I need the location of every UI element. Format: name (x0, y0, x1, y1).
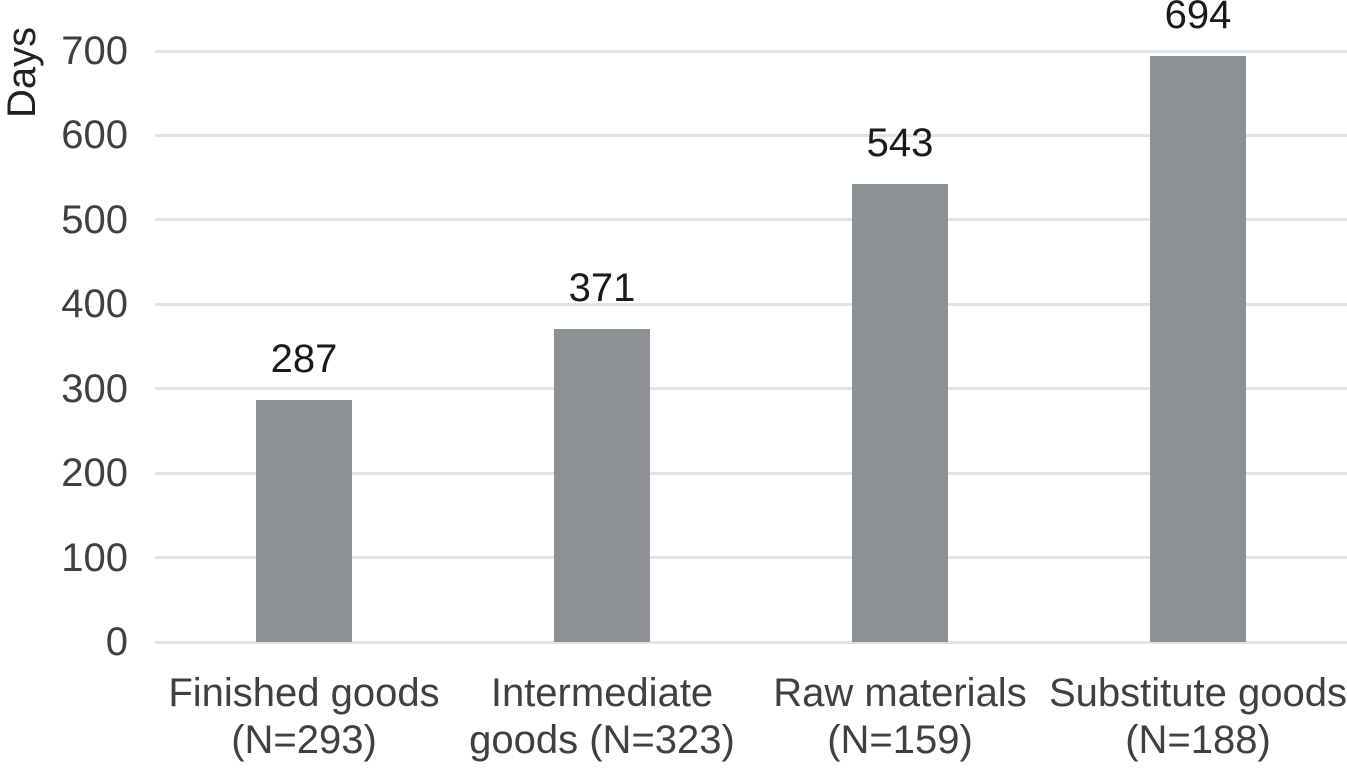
bar-value-label: 694 (1164, 0, 1232, 38)
y-axis-tick-label: 600 (61, 113, 128, 158)
y-axis-tick-label: 200 (61, 451, 128, 496)
y-axis-tick-label: 300 (61, 366, 128, 411)
x-axis-category-label: Finished goods (N=293) (168, 671, 440, 762)
gridline (155, 302, 1347, 306)
y-axis-tick-label: 0 (105, 620, 128, 664)
bar (256, 399, 352, 642)
y-axis-tick-label: 700 (61, 29, 128, 73)
gridline (155, 556, 1347, 560)
bar (554, 328, 650, 642)
gridline (155, 133, 1347, 137)
x-axis-category-label: Raw materials (N=159) (773, 671, 1027, 762)
gridline (155, 471, 1347, 475)
y-axis-tick-label: 400 (61, 282, 128, 327)
y-axis-tick-label: 500 (61, 197, 128, 242)
bar (1150, 56, 1246, 642)
bar (852, 183, 948, 642)
x-axis-category-label: Intermediate goods (N=323) (469, 671, 735, 762)
bar-value-label: 543 (866, 120, 934, 165)
gridline (155, 387, 1347, 391)
gridline (155, 49, 1347, 53)
x-axis-category-label: Substitute goods (N=188) (1049, 671, 1347, 762)
gridline (155, 218, 1347, 222)
y-axis-tick-label: 100 (61, 535, 128, 580)
gridline (155, 640, 1347, 644)
bar-value-label: 287 (270, 336, 338, 381)
bar-value-label: 371 (568, 265, 636, 310)
